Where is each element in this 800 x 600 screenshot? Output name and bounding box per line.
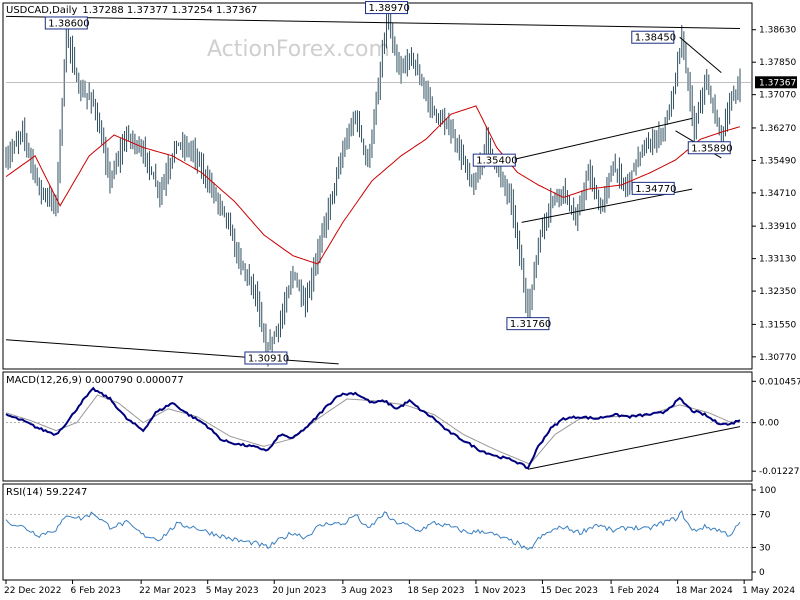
price-annotation-box xyxy=(365,1,409,15)
rsi-y-tick-label: 100 xyxy=(759,486,776,496)
macd-layer xyxy=(5,386,752,470)
y-tick-label: 1.33910 xyxy=(759,222,796,232)
y-tick-label: 1.38630 xyxy=(759,26,796,36)
x-tick-label: 18 Mar 2024 xyxy=(676,586,733,596)
y-tick-label: 1.33130 xyxy=(759,255,796,265)
price-annotation-label: 1.35400 xyxy=(476,156,517,167)
x-tick-label: 6 Feb 2023 xyxy=(71,586,121,596)
y-tick-label: 1.34710 xyxy=(759,189,796,199)
price-annotation-box xyxy=(244,351,288,365)
moving-average-line xyxy=(5,105,741,265)
symbol-label: USDCAD,Daily xyxy=(6,5,77,16)
macd-line xyxy=(5,386,741,470)
x-tick-label: 1 Feb 2024 xyxy=(609,586,660,596)
x-tick-label: 5 May 2023 xyxy=(206,586,259,596)
macd-title: MACD(12,26,9) 0.000790 0.000077 xyxy=(6,375,184,386)
price-layer xyxy=(5,3,752,367)
x-tick-label: 18 Sep 2023 xyxy=(407,586,464,596)
rsi-line xyxy=(5,510,741,551)
rsi-panel-frame xyxy=(2,483,753,581)
y-tick-label: 1.32350 xyxy=(759,287,796,297)
price-annotation-label: 1.38600 xyxy=(48,18,89,29)
macd-y-tick-label: 0.00 xyxy=(759,419,779,429)
macd-y-tick-label: -0.012276 xyxy=(759,467,800,477)
falling-wedge-upper xyxy=(679,36,722,73)
price-annotation-box xyxy=(631,181,675,195)
price-annotation-box xyxy=(687,141,731,155)
x-tick-label: 3 Aug 2023 xyxy=(341,586,393,596)
axis-layer: 1.38630 1.37850 1.37070 1.36270 1.35490 1.347… xyxy=(4,26,800,596)
y-tick-label: 1.31550 xyxy=(759,320,796,330)
rising-channel-upper xyxy=(511,117,693,161)
price-annotation-box xyxy=(631,30,675,44)
price-annotation-box xyxy=(472,153,516,167)
rsi-y-tick-label: 70 xyxy=(759,511,771,521)
macd-signal-line xyxy=(5,394,741,465)
price-annotation-label: 1.30910 xyxy=(248,354,289,365)
x-tick-label: 22 Dec 2022 xyxy=(4,586,62,596)
annotation-layer: 1.38600 1.38970 1.38450 1.35400 1.35890 1.347… xyxy=(44,1,733,365)
x-tick-label: 1 Nov 2023 xyxy=(474,586,526,596)
price-annotation-label: 1.34770 xyxy=(635,184,676,195)
y-tick-label: 1.36270 xyxy=(759,124,796,134)
x-tick-label: 15 Dec 2023 xyxy=(540,586,598,596)
price-annotation-label: 1.35890 xyxy=(691,143,732,154)
price-annotation-label: 1.38970 xyxy=(369,3,410,14)
rsi-y-tick-label: 30 xyxy=(759,543,771,553)
price-annotation-label: 1.38450 xyxy=(635,33,676,44)
rsi-title: RSI(14) 59.2247 xyxy=(6,487,87,498)
x-tick-label: 22 Mar 2023 xyxy=(139,586,196,596)
price-annotation-label: 1.31760 xyxy=(510,319,551,330)
upper-channel-line xyxy=(5,15,741,29)
price-annotation-box xyxy=(506,317,550,331)
current-price-box xyxy=(755,76,797,89)
y-tick-label: 1.37070 xyxy=(759,91,796,101)
price-annotation-box xyxy=(44,16,88,30)
x-tick-label: 20 Jun 2023 xyxy=(272,586,326,596)
macd-panel-frame xyxy=(2,371,753,482)
x-tick-label: 1 May 2024 xyxy=(742,586,795,596)
current-price-label: 1.37367 xyxy=(759,78,796,88)
macd-y-tick-label: 0.010457 xyxy=(759,377,800,387)
y-tick-label: 1.35490 xyxy=(759,156,796,166)
chart-symbol: USDCAD,Daily 1.37288 1.37377 1.37254 1.37… xyxy=(6,5,257,16)
macd-trendline xyxy=(527,426,741,470)
y-tick-label: 1.30770 xyxy=(759,353,796,363)
y-tick-label: 1.37850 xyxy=(759,58,796,68)
watermark: ActionForex.com xyxy=(207,37,390,62)
rsi-y-tick-label: 0 xyxy=(759,568,765,578)
rsi-layer xyxy=(5,510,752,551)
ohlc-readout: 1.37288 1.37377 1.37254 1.37367 xyxy=(82,5,257,16)
